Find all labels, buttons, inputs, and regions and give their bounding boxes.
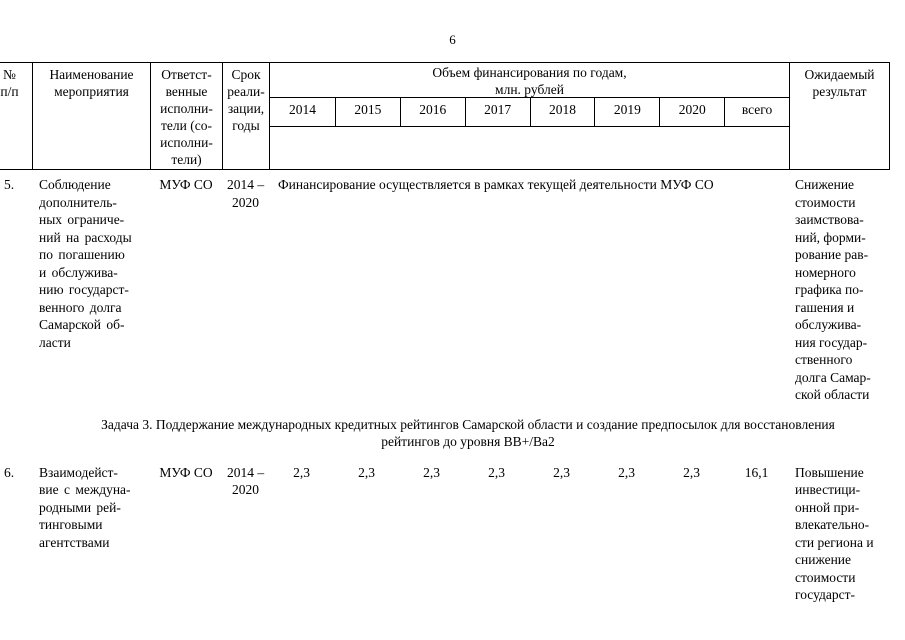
row-number: 5. <box>3 177 15 192</box>
header-group-financing: Объем финансирования по годам, млн. рубл… <box>269 63 789 169</box>
implementation-period: 2014 – 2020 <box>226 464 265 498</box>
year-value-2017: 2,3 <box>488 464 505 480</box>
activity-name: Соблюдение дополнитель- ных ограниче- ни… <box>39 177 132 350</box>
table-header-row: № п/п Наименование мероприятия Ответст- … <box>0 62 890 170</box>
header-cell-result: Ожидаемый результат <box>789 63 890 169</box>
expected-result: Снижение стоимости заимствова- ний, форм… <box>795 177 871 402</box>
table-row-5: 5. Соблюдение дополнитель- ных ограниче-… <box>0 170 890 404</box>
header-year-2017: 2017 <box>464 98 530 126</box>
responsible-executor: МУФ СО <box>159 464 213 480</box>
financing-note: Финансирование осуществляется в рамках т… <box>278 177 714 192</box>
row-number: 6. <box>3 464 15 480</box>
header-cell-period: Срок реали- зации, годы <box>222 63 269 169</box>
table-row-6: 6. Взаимодейст- вие с междуна- родными р… <box>0 458 890 604</box>
header-financing-title: Объем финансирования по годам, млн. рубл… <box>270 63 789 98</box>
header-cell-activity: Наименование мероприятия <box>32 63 150 169</box>
header-cell-num: № п/п <box>0 63 32 169</box>
expected-result: Повышение инвестици- онной при- влекател… <box>795 464 874 603</box>
header-year-2014: 2014 <box>288 102 316 117</box>
financing-table: № п/п Наименование мероприятия Ответст- … <box>0 62 890 604</box>
year-value-2015: 2,3 <box>358 464 375 480</box>
page-number: 6 <box>449 32 456 47</box>
header-year-2019: 2019 <box>594 98 659 126</box>
activity-name: Взаимодейст- вие с междуна- родными рей-… <box>39 464 131 550</box>
year-value-2019: 2,3 <box>618 464 635 480</box>
year-value-2020: 2,3 <box>683 464 700 480</box>
header-year-2015: 2015 <box>334 98 400 126</box>
year-value-2018: 2,3 <box>553 464 570 480</box>
header-cell-responsible: Ответст- венные исполни- тели (со- испол… <box>150 63 222 169</box>
year-value-2016: 2,3 <box>423 464 440 480</box>
header-year-2016: 2016 <box>399 98 465 126</box>
year-value-2014: 2,3 <box>293 464 310 480</box>
responsible-executor: МУФ СО <box>159 177 213 192</box>
header-year-2018: 2018 <box>529 98 595 126</box>
header-year-total: всего <box>724 98 789 126</box>
header-empty-strip <box>270 127 789 169</box>
header-year-2020: 2020 <box>659 98 724 126</box>
header-years-row: 2014 2015 2016 2017 2018 2019 2020 всего <box>270 98 789 127</box>
implementation-period: 2014 – 2020 <box>226 177 265 210</box>
section-heading-task3: Задача 3. Поддержание международных кред… <box>101 416 835 449</box>
year-value-total: 16,1 <box>744 464 769 480</box>
